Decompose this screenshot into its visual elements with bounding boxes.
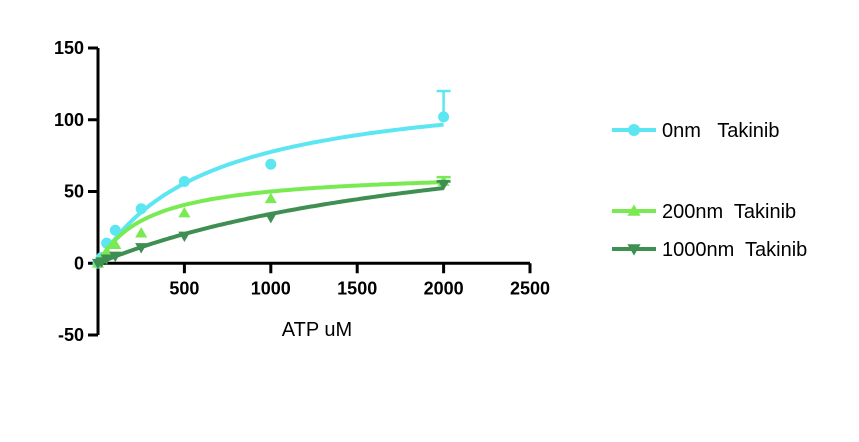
- legend-item-2: 1000nm Takinib: [612, 239, 807, 261]
- data-point: [627, 244, 641, 256]
- x-axis-title: ATP uM: [282, 319, 352, 341]
- legend: 0nm Takinib 200nm Takinib 1000nm Takinib: [612, 120, 807, 261]
- data-point: [628, 124, 640, 136]
- data-point: [178, 231, 191, 243]
- y-tick-label: 150: [54, 38, 84, 58]
- data-point: [178, 206, 191, 218]
- data-point: [109, 224, 121, 236]
- y-tick-label: 50: [64, 182, 84, 202]
- data-point: [264, 212, 277, 224]
- data-point: [100, 245, 113, 257]
- data-point: [264, 192, 277, 204]
- data-point: [135, 227, 148, 238]
- legend-label: 1000nm Takinib: [662, 239, 807, 261]
- y-tick-label: 100: [54, 110, 84, 130]
- legend-label: 200nm Takinib: [662, 201, 796, 223]
- data-point: [135, 243, 148, 254]
- legend-label: 0nm Takinib: [662, 120, 779, 142]
- fit-curve: [96, 180, 444, 265]
- data-point: [135, 203, 147, 215]
- data-point: [109, 251, 122, 263]
- series-0: [92, 89, 451, 269]
- axes: -50 0 50 100 150 500 1000 1500 2000 2500: [54, 38, 550, 345]
- x-tick-label: 2500: [510, 278, 550, 298]
- x-tick-label: 1500: [337, 278, 377, 298]
- x-tick-label: 2000: [424, 278, 464, 298]
- data-point: [438, 111, 450, 123]
- legend-item-0: 0nm Takinib: [612, 120, 779, 142]
- fit-curve: [96, 122, 444, 265]
- data-point: [437, 179, 450, 191]
- data-point: [109, 238, 122, 249]
- y-tick-label: -50: [58, 325, 84, 345]
- data-point: [100, 254, 113, 265]
- data-point: [178, 175, 190, 187]
- series-2: [91, 179, 451, 270]
- data-point: [627, 204, 641, 216]
- plot-area: [91, 89, 451, 270]
- y-tick-label: 0: [74, 253, 84, 273]
- x-tick-label: 1000: [251, 278, 291, 298]
- data-point: [265, 158, 277, 170]
- x-tick-label: 500: [169, 278, 199, 298]
- legend-item-1: 200nm Takinib: [612, 201, 796, 223]
